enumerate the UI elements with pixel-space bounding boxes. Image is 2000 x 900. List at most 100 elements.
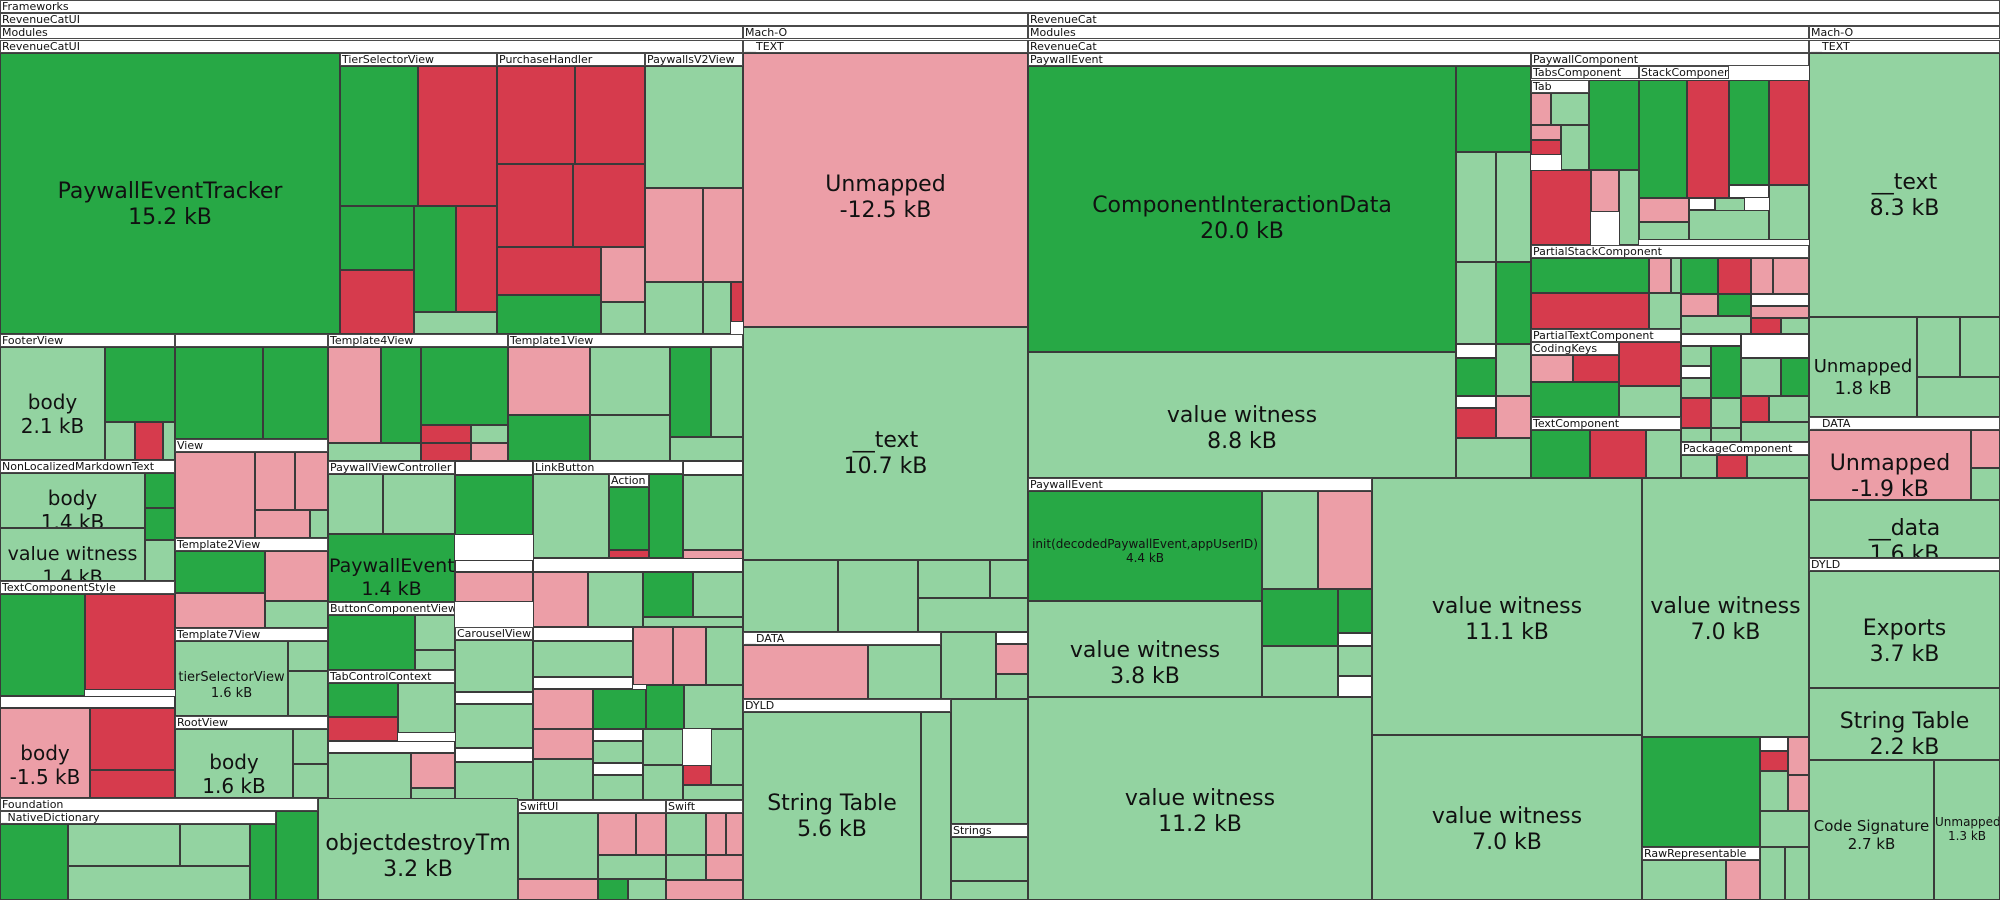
header-purchasehandler[interactable]: PurchaseHandler bbox=[497, 53, 645, 66]
header-buttoncomponentview[interactable]: ButtonComponentView bbox=[328, 602, 455, 615]
module-block[interactable] bbox=[711, 729, 743, 785]
data-ui-block[interactable] bbox=[743, 645, 868, 699]
module-block[interactable] bbox=[175, 347, 263, 439]
partialstack-block[interactable] bbox=[1751, 318, 1781, 334]
header-dyld-rc[interactable]: DYLD bbox=[1809, 558, 2000, 571]
rootview-block[interactable] bbox=[293, 764, 328, 798]
module-block[interactable] bbox=[643, 765, 683, 800]
module-block[interactable] bbox=[683, 785, 743, 800]
rootview-block[interactable] bbox=[293, 729, 328, 764]
view-block[interactable] bbox=[255, 452, 295, 510]
template1-block[interactable] bbox=[508, 347, 590, 415]
paywallevent-block[interactable] bbox=[1456, 66, 1531, 152]
paywallevent-block[interactable] bbox=[1456, 262, 1496, 344]
purchasehandler-block[interactable] bbox=[497, 66, 575, 164]
textcomponentstyle-body[interactable]: body -1.5 kB bbox=[0, 708, 90, 798]
module-block[interactable] bbox=[533, 729, 593, 759]
tierselector-block[interactable] bbox=[456, 206, 497, 312]
textcomponentstyle-block[interactable] bbox=[85, 594, 175, 690]
template4-block[interactable] bbox=[471, 425, 508, 443]
header-modules-rc[interactable]: Modules bbox=[1028, 26, 1809, 39]
foundation-block[interactable] bbox=[276, 811, 318, 900]
paywallevent2-block[interactable] bbox=[1338, 633, 1372, 646]
paywallcomponent-block[interactable] bbox=[1741, 422, 1809, 442]
template4-block[interactable] bbox=[381, 347, 421, 443]
header-tab[interactable]: Tab bbox=[1531, 80, 1589, 93]
rawrep-region-block[interactable] bbox=[1760, 847, 1785, 900]
header-paywallcomponent[interactable]: PaywallComponent bbox=[1531, 53, 1809, 66]
carousel-block[interactable] bbox=[455, 762, 533, 800]
tierselector-block[interactable] bbox=[414, 312, 497, 334]
nativedict-block[interactable] bbox=[68, 866, 250, 900]
paywallevent-block[interactable] bbox=[1496, 396, 1531, 438]
strings-block[interactable] bbox=[951, 881, 1028, 900]
purchasehandler-block[interactable] bbox=[573, 164, 645, 247]
header-rawrepresentable[interactable]: RawRepresentable bbox=[1642, 847, 1760, 860]
text-ui-sub[interactable] bbox=[838, 560, 918, 632]
module-block[interactable] bbox=[593, 775, 643, 800]
componentinteractiondata-block[interactable]: ComponentInteractionData 20.0 kB bbox=[1028, 66, 1456, 352]
purchasehandler-block[interactable] bbox=[601, 302, 645, 334]
linkbutton-block[interactable] bbox=[649, 474, 683, 558]
data-ui-block[interactable] bbox=[868, 645, 941, 699]
purchasehandler-block[interactable] bbox=[497, 247, 601, 295]
textcomponent-block[interactable] bbox=[1646, 430, 1681, 478]
codesignature-block[interactable]: Code Signature 2.7 kB bbox=[1809, 760, 1934, 900]
rawrep-region-block[interactable] bbox=[1788, 775, 1809, 811]
tabscomponent-block[interactable] bbox=[1591, 170, 1619, 212]
paywallcomponent-block[interactable] bbox=[1681, 334, 1741, 346]
header-nativedictionary[interactable]: _NativeDictionary bbox=[0, 811, 276, 824]
data-ui-block[interactable] bbox=[996, 644, 1028, 674]
tabcontrol-block[interactable] bbox=[328, 683, 398, 717]
template1-block[interactable] bbox=[670, 347, 711, 437]
buttoncomponent-block[interactable] bbox=[328, 615, 415, 670]
purchasehandler-block[interactable] bbox=[497, 295, 601, 334]
module-block[interactable] bbox=[706, 627, 743, 685]
tabcontrol-block[interactable] bbox=[398, 683, 455, 733]
header-revenuecatui[interactable]: RevenueCatUI bbox=[0, 13, 1028, 26]
value-witness-70b-block[interactable]: value witness 7.0 kB bbox=[1372, 735, 1642, 900]
packagecomponent-block[interactable] bbox=[1747, 455, 1809, 478]
paywallevent-block[interactable] bbox=[1456, 408, 1496, 438]
dyld-ui-block[interactable] bbox=[951, 699, 1028, 824]
stackcomponent-block[interactable] bbox=[1729, 185, 1769, 198]
header-text-segment-rc[interactable]: __TEXT bbox=[1809, 40, 2000, 53]
paywallsv2-block[interactable] bbox=[731, 282, 743, 322]
header-footerview[interactable]: FooterView bbox=[0, 334, 175, 347]
tierselector-block[interactable] bbox=[414, 206, 456, 312]
module-block[interactable] bbox=[533, 689, 593, 729]
rootview-body[interactable]: body 1.6 kB bbox=[175, 729, 293, 798]
partialstack-block[interactable] bbox=[1649, 293, 1681, 329]
data-rc-block[interactable]: __data 1.6 kB bbox=[1809, 500, 2000, 558]
paywallevent2-block[interactable] bbox=[1262, 491, 1318, 589]
paywallevent2-block[interactable] bbox=[1338, 589, 1372, 633]
action-block[interactable] bbox=[609, 487, 649, 550]
text-ui-sub[interactable] bbox=[918, 598, 1028, 632]
module-block[interactable] bbox=[643, 572, 693, 617]
carousel-block[interactable] bbox=[455, 704, 533, 748]
rawrep-region-block[interactable] bbox=[1642, 737, 1760, 847]
header-packagecomponent[interactable]: PackageComponent bbox=[1681, 442, 1809, 455]
buttoncomponent-block[interactable] bbox=[415, 615, 455, 650]
paywallevent-block[interactable] bbox=[1456, 344, 1496, 358]
header-tabcontrolcontext[interactable]: TabControlContext bbox=[328, 670, 455, 683]
module-block[interactable] bbox=[455, 475, 533, 535]
textcomponentstyle-block[interactable] bbox=[90, 708, 175, 770]
text-rc-block[interactable]: __text 8.3 kB bbox=[1809, 53, 2000, 317]
carousel-block[interactable] bbox=[455, 640, 533, 692]
template4-block[interactable] bbox=[421, 443, 471, 461]
module-block[interactable] bbox=[263, 347, 328, 439]
partialstack-block[interactable] bbox=[1681, 258, 1718, 294]
tierselector-block[interactable] bbox=[340, 66, 418, 206]
module-block[interactable] bbox=[533, 558, 743, 572]
codingkeys-block[interactable] bbox=[1531, 382, 1619, 417]
header-dyld-ui[interactable]: DYLD bbox=[743, 699, 951, 712]
template2-block[interactable] bbox=[265, 551, 328, 601]
view-block[interactable] bbox=[310, 510, 328, 538]
module-block[interactable] bbox=[588, 572, 643, 627]
header-rootview[interactable]: RootView bbox=[175, 716, 328, 729]
paywallcomponent-block[interactable] bbox=[1681, 378, 1711, 398]
module-block[interactable] bbox=[643, 617, 743, 627]
paywallcomponent-block[interactable] bbox=[1769, 396, 1809, 422]
tab-block[interactable] bbox=[1561, 125, 1589, 170]
